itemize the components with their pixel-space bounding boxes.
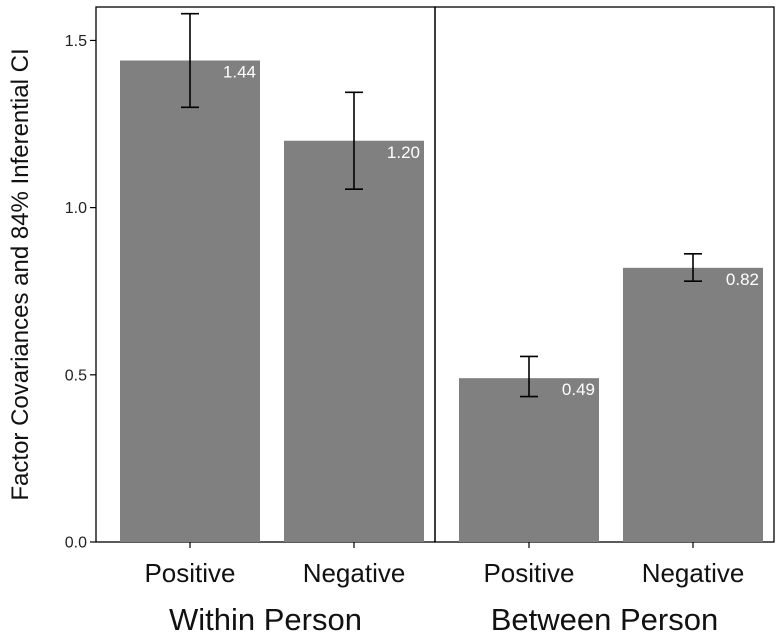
panel-frame (434, 6, 775, 543)
bar (284, 140, 424, 542)
data-label: 0.49 (562, 380, 595, 399)
y-tick-label: 0.0 (65, 535, 87, 552)
data-label: 0.82 (726, 270, 759, 289)
panel-0: 1.44 Positive 1.20 Negative Within Person (95, 6, 436, 637)
y-axis-title: Factor Covariances and 84% Inferential C… (7, 48, 34, 500)
y-tick-label: 0.5 (65, 367, 87, 384)
data-label: 1.44 (223, 63, 256, 82)
category-label: Negative (303, 558, 406, 588)
category-label: Positive (144, 558, 235, 588)
y-tick-label: 1.5 (65, 33, 87, 50)
bar (120, 60, 260, 542)
panel-1: 0.49 Positive 0.82 Negative Between Person (434, 6, 775, 637)
group-label: Between Person (491, 602, 718, 637)
y-tick-label: 1.0 (65, 200, 87, 217)
bar (623, 267, 763, 542)
category-label: Positive (483, 558, 574, 588)
category-label: Negative (642, 558, 745, 588)
bar (459, 378, 599, 542)
data-label: 1.20 (387, 143, 420, 162)
group-label: Within Person (169, 602, 362, 637)
